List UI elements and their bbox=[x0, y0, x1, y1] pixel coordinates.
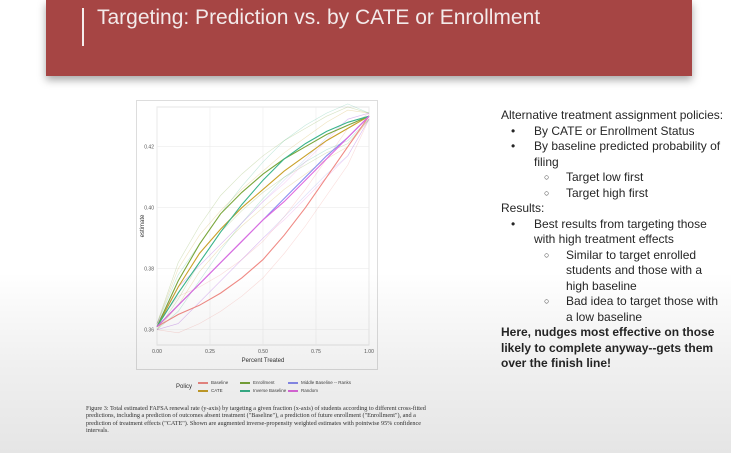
legend-swatch bbox=[198, 382, 208, 384]
results-heading: Results: bbox=[501, 201, 545, 215]
legend-label: Baseline bbox=[211, 380, 229, 385]
line-chart: 0.42 0.40 0.38 0.36 0.00 0.25 0.50 0.75 1.00 Perc… bbox=[140, 103, 374, 364]
ci-upper-line bbox=[156, 103, 370, 324]
series-line bbox=[156, 115, 370, 327]
result-item: Best results from targeting those with h… bbox=[501, 217, 726, 248]
x-tick-label: 1.00 bbox=[364, 349, 374, 355]
chart-figure: 0.42 0.40 0.38 0.36 0.00 0.25 0.50 0.75 1.00 Perc… bbox=[136, 100, 378, 370]
y-tick-label: 0.40 bbox=[144, 206, 154, 212]
ci-upper-line bbox=[156, 109, 370, 324]
x-tick-label: 0.50 bbox=[258, 349, 268, 355]
legend-label: Enrollment bbox=[253, 380, 275, 385]
legend-item-middle-baseline: Middle Baseline -- Ranks bbox=[288, 380, 351, 385]
y-tick-label: 0.38 bbox=[144, 267, 154, 273]
legend-item-enrollment: Enrollment bbox=[240, 380, 275, 385]
x-axis-label: Percent Treated bbox=[242, 358, 285, 364]
x-tick-label: 0.75 bbox=[311, 349, 321, 355]
ci-upper-line bbox=[156, 106, 370, 324]
chart-legend: Policy Baseline CATE Enrollment Inverse … bbox=[170, 378, 380, 398]
legend-swatch bbox=[288, 382, 298, 384]
legend-item-random: Random bbox=[288, 388, 318, 393]
figure-caption: Figure 3: Total estimated FAFSA renewal … bbox=[86, 405, 426, 435]
legend-title: Policy bbox=[176, 384, 193, 390]
y-axis-label: estimate bbox=[140, 214, 146, 237]
legend-swatch bbox=[240, 382, 250, 384]
y-tick-label: 0.42 bbox=[144, 145, 154, 151]
legend-swatch bbox=[288, 390, 298, 392]
policy-list: By CATE or Enrollment Status By baseline… bbox=[501, 124, 726, 202]
legend-label: Middle Baseline -- Ranks bbox=[301, 380, 352, 385]
ci-lower-line bbox=[156, 119, 370, 330]
result-subitem: Bad idea to target those with a low base… bbox=[501, 294, 726, 325]
policy-item: By baseline predicted probability of fil… bbox=[501, 139, 726, 170]
notes-heading: Alternative treatment assignment policie… bbox=[501, 108, 724, 122]
ci-lower-line bbox=[156, 119, 370, 334]
slide-title-bar bbox=[46, 0, 692, 76]
series-line bbox=[156, 115, 370, 328]
legend-label: Inverse Baseline bbox=[253, 388, 287, 393]
y-tick-label: 0.36 bbox=[144, 328, 154, 334]
policy-subitem: Target low first bbox=[501, 170, 726, 186]
legend-swatch bbox=[240, 390, 250, 392]
x-tick-label: 0.00 bbox=[152, 349, 162, 355]
legend-label: Random bbox=[301, 388, 319, 393]
result-subitem: Similar to target enrolled students and … bbox=[501, 248, 726, 295]
ci-lower-line bbox=[156, 119, 370, 330]
title-divider bbox=[82, 8, 84, 46]
legend-label: CATE bbox=[211, 388, 223, 393]
legend-swatch bbox=[198, 390, 208, 392]
legend-item-baseline: Baseline bbox=[198, 380, 228, 385]
policy-subitem: Target high first bbox=[501, 186, 726, 202]
legend-item-cate: CATE bbox=[198, 388, 223, 393]
x-tick-label: 0.25 bbox=[205, 349, 215, 355]
series-line bbox=[156, 115, 370, 327]
slide-notes: Alternative treatment assignment policie… bbox=[501, 108, 726, 372]
ci-lower-line bbox=[156, 119, 370, 330]
legend-item-inverse-baseline: Inverse Baseline bbox=[240, 388, 286, 393]
conclusion-text: Here, nudges most effective on those lik… bbox=[501, 325, 715, 370]
policy-item: By CATE or Enrollment Status bbox=[501, 124, 726, 140]
ci-upper-line bbox=[156, 112, 370, 324]
results-list: Best results from targeting those with h… bbox=[501, 217, 726, 326]
series-line bbox=[156, 115, 370, 328]
series-line bbox=[156, 115, 370, 327]
slide-title: Targeting: Prediction vs. by CATE or Enr… bbox=[97, 6, 541, 29]
